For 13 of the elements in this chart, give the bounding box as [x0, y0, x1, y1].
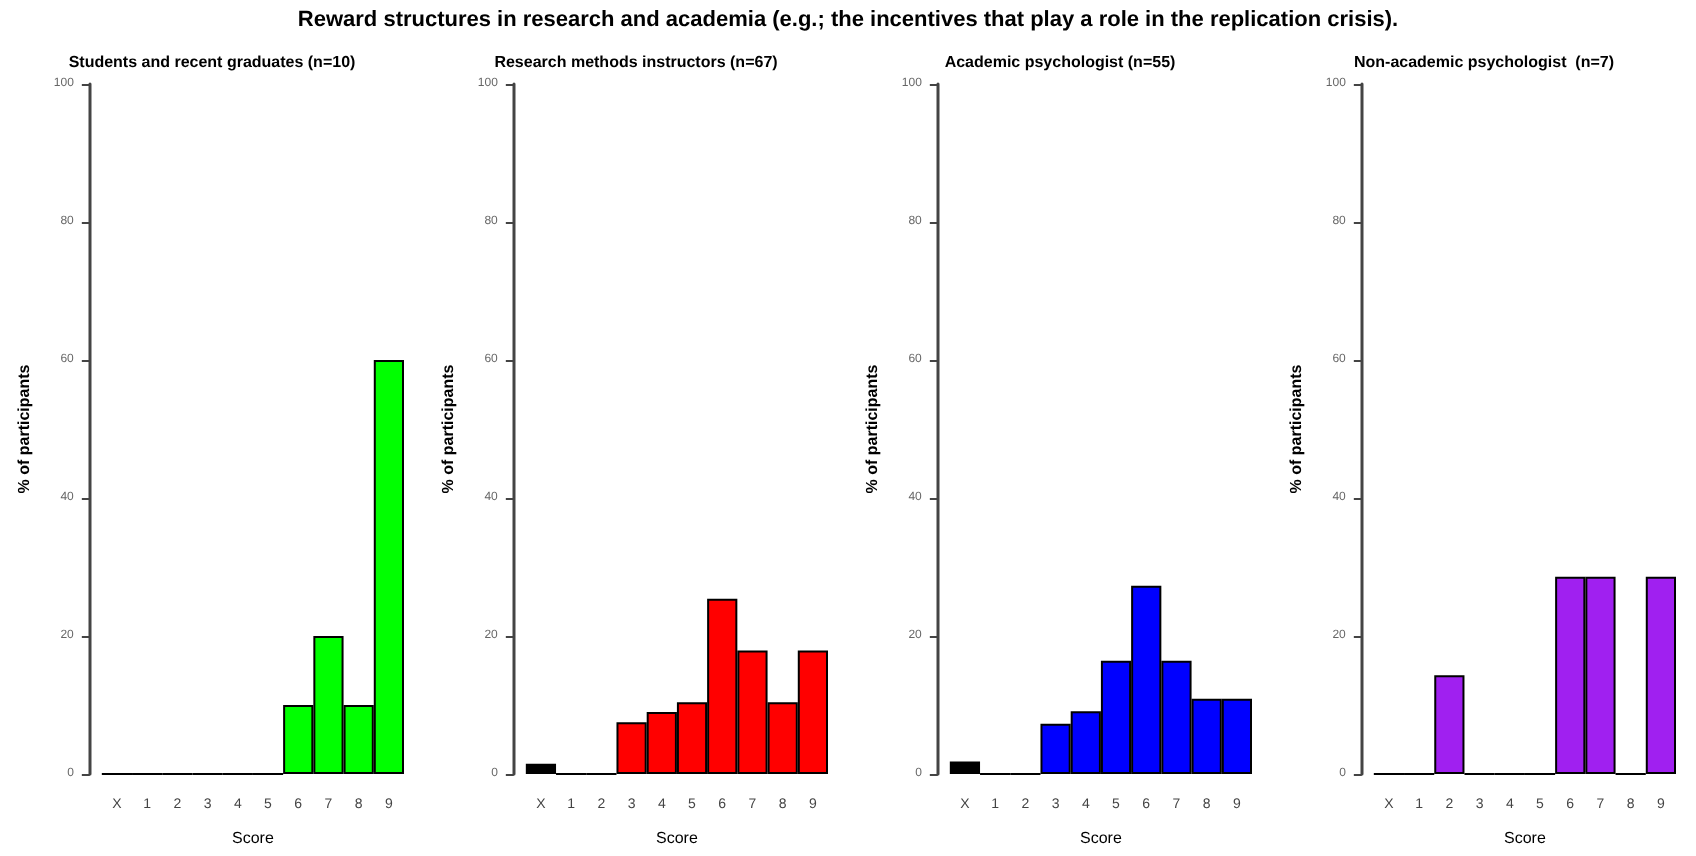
y-axis-title: % of participants [1287, 363, 1305, 494]
text: Reward structures in research and academia (e.g.; the incentives that play a role in the replication crisis). [295, 8, 1401, 32]
y-axis-title: % of participants [15, 363, 33, 494]
x-axis-title: Score [656, 829, 699, 847]
chart-subtitle: Students and recent graduates (n=10) [68, 53, 357, 71]
y-axis-title: % of participants [439, 363, 457, 494]
chart-subtitle: Non-academic psychologist (n=7) [1353, 53, 1615, 71]
x-axis-title: Score [232, 829, 275, 847]
chart-subtitle: Research methods instructors (n=67) [494, 53, 779, 71]
x-axis-title: Score [1080, 829, 1123, 847]
x-axis-title: Score [1504, 829, 1547, 847]
y-axis-title: % of participants [863, 363, 881, 494]
chart-subtitle: Academic psychologist (n=55) [944, 53, 1177, 71]
